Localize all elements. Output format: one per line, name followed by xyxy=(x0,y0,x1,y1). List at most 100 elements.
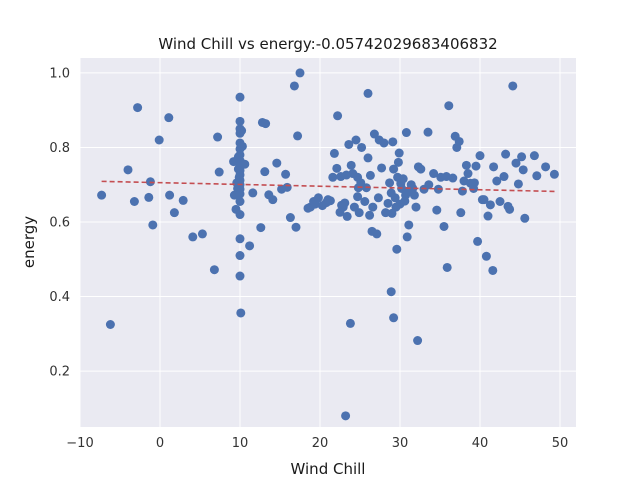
data-point xyxy=(329,148,339,158)
data-point xyxy=(235,210,245,220)
data-point xyxy=(248,188,258,198)
data-point xyxy=(235,234,245,244)
data-point xyxy=(383,198,393,208)
data-point xyxy=(213,132,223,142)
y-tick-label: 0.6 xyxy=(49,216,70,231)
data-point xyxy=(235,271,245,281)
data-point xyxy=(344,139,354,149)
data-point xyxy=(394,148,404,158)
data-point xyxy=(457,186,467,196)
x-axis-label: Wind Chill xyxy=(291,460,366,478)
data-point xyxy=(365,210,375,220)
data-point xyxy=(505,204,515,214)
data-point xyxy=(398,174,408,184)
data-point xyxy=(363,88,373,98)
data-point xyxy=(390,193,400,203)
data-point xyxy=(342,211,352,221)
data-point xyxy=(353,192,363,202)
data-point xyxy=(456,208,466,218)
data-point xyxy=(235,251,245,261)
data-point xyxy=(293,131,303,141)
data-point xyxy=(285,213,295,223)
data-point xyxy=(260,167,270,177)
data-point xyxy=(389,164,399,174)
data-point xyxy=(235,197,245,206)
data-point xyxy=(240,159,250,169)
data-point xyxy=(340,198,350,208)
y-tick-label: 0.4 xyxy=(49,290,70,305)
data-point xyxy=(408,183,418,193)
data-point xyxy=(511,158,521,168)
data-point xyxy=(520,213,530,223)
data-point xyxy=(123,165,133,175)
data-point xyxy=(313,193,323,203)
data-point xyxy=(357,142,367,152)
data-point xyxy=(164,113,174,123)
data-point xyxy=(363,153,373,163)
data-point xyxy=(214,167,224,177)
data-point xyxy=(485,200,495,210)
data-point xyxy=(393,157,403,167)
data-point xyxy=(368,202,378,212)
data-point xyxy=(148,220,158,230)
x-tick-label: 10 xyxy=(232,436,249,451)
data-point xyxy=(489,162,499,172)
data-point xyxy=(268,195,278,205)
x-tick-label: −10 xyxy=(66,436,93,451)
data-point xyxy=(532,171,542,181)
data-point xyxy=(461,160,471,170)
x-tick-label: 40 xyxy=(472,436,489,451)
data-point xyxy=(541,162,551,172)
data-point xyxy=(245,241,255,251)
chart-title: Wind Chill vs energy:-0.0574202968340683… xyxy=(158,35,497,53)
data-point xyxy=(325,196,335,206)
data-point xyxy=(345,318,355,328)
data-point xyxy=(332,163,342,173)
data-point xyxy=(463,169,473,179)
data-point xyxy=(385,178,395,188)
data-point xyxy=(423,127,433,137)
data-point xyxy=(144,192,154,202)
data-point xyxy=(188,232,198,242)
y-axis-label: energy xyxy=(20,216,38,268)
data-point xyxy=(429,169,439,179)
data-point xyxy=(549,169,559,179)
data-point xyxy=(272,158,282,168)
x-tick-labels: −10 0 10 20 30 40 50 xyxy=(66,436,568,451)
data-point xyxy=(473,236,483,246)
data-point xyxy=(373,193,383,203)
data-point xyxy=(235,92,245,102)
data-point xyxy=(328,172,338,182)
data-point xyxy=(432,205,442,215)
trend-line xyxy=(101,180,557,193)
data-point xyxy=(469,178,479,188)
data-point xyxy=(389,313,399,323)
data-point xyxy=(235,116,245,126)
data-point xyxy=(479,195,489,205)
data-point xyxy=(413,336,423,346)
data-point xyxy=(289,81,299,91)
plot-area xyxy=(80,58,576,427)
data-point xyxy=(388,137,398,147)
data-point xyxy=(356,178,366,188)
data-point xyxy=(354,208,364,218)
data-point xyxy=(360,197,370,206)
data-point xyxy=(178,195,188,205)
data-point xyxy=(169,208,179,218)
data-point xyxy=(377,163,387,173)
data-point xyxy=(392,244,402,254)
data-point xyxy=(386,287,396,297)
data-point xyxy=(481,251,491,261)
data-point xyxy=(351,135,361,145)
data-point xyxy=(404,220,414,230)
data-point xyxy=(209,265,219,275)
data-point xyxy=(374,135,384,145)
data-point xyxy=(237,126,247,136)
data-point xyxy=(129,197,139,206)
data-point xyxy=(291,222,301,232)
data-point xyxy=(333,111,343,121)
data-point xyxy=(439,221,449,231)
data-point xyxy=(197,229,207,239)
data-point xyxy=(411,202,421,212)
data-point xyxy=(402,232,412,242)
